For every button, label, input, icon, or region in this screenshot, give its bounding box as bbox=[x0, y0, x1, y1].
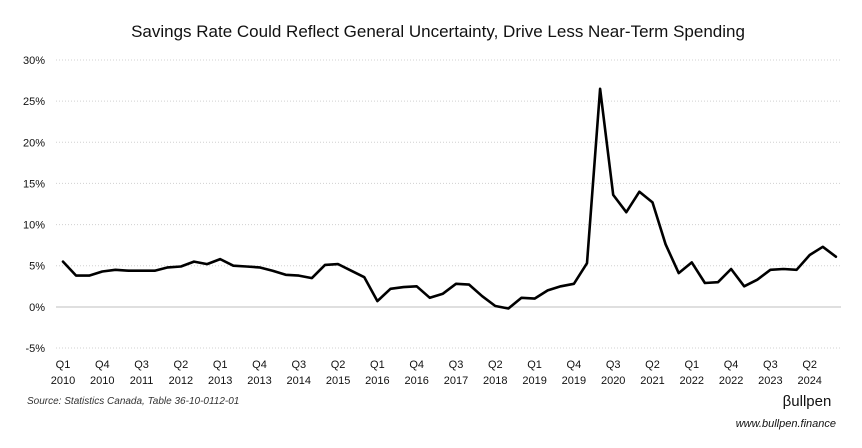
x-tick-year: 2017 bbox=[444, 375, 468, 387]
y-gridlines bbox=[56, 59, 841, 349]
x-tick-year: 2023 bbox=[758, 375, 782, 387]
series-layer bbox=[61, 87, 838, 310]
x-tick-year: 2012 bbox=[169, 375, 193, 387]
y-tick-label: -5% bbox=[25, 343, 45, 355]
x-tick-year: 2010 bbox=[51, 375, 75, 387]
x-tick-quarter: Q1 bbox=[213, 359, 228, 371]
x-tick-year: 2016 bbox=[404, 375, 428, 387]
brand-logo: βullpen bbox=[783, 393, 832, 410]
y-tick-label: 30% bbox=[23, 55, 45, 67]
x-tick-year: 2011 bbox=[130, 375, 154, 387]
x-tick-year: 2022 bbox=[680, 375, 704, 387]
x-tick-quarter: Q2 bbox=[645, 359, 660, 371]
x-tick-year: 2010 bbox=[90, 375, 114, 387]
x-tick-quarter: Q4 bbox=[724, 359, 739, 371]
series-line-savings-rate bbox=[61, 87, 838, 310]
x-tick-quarter: Q3 bbox=[763, 359, 778, 371]
x-tick-quarter: Q3 bbox=[449, 359, 464, 371]
x-tick-quarter: Q2 bbox=[802, 359, 817, 371]
x-tick-year: 2014 bbox=[287, 375, 311, 387]
y-tick-label: 0% bbox=[29, 302, 45, 314]
y-tick-label: 25% bbox=[23, 96, 45, 108]
y-tick-label: 10% bbox=[23, 220, 45, 232]
x-tick-year: 2013 bbox=[208, 375, 232, 387]
website-url: www.bullpen.finance bbox=[736, 418, 836, 430]
x-tick-quarter: Q2 bbox=[174, 359, 189, 371]
x-tick-quarter: Q4 bbox=[409, 359, 424, 371]
y-tick-label: 20% bbox=[23, 137, 45, 149]
x-tick-year: 2020 bbox=[601, 375, 625, 387]
x-tick-year: 2021 bbox=[640, 375, 664, 387]
x-tick-year: 2022 bbox=[719, 375, 743, 387]
x-tick-year: 2024 bbox=[797, 375, 821, 387]
y-tick-label: 15% bbox=[23, 178, 45, 190]
x-tick-quarter: Q3 bbox=[606, 359, 621, 371]
chart-title: Savings Rate Could Reflect General Uncer… bbox=[131, 22, 745, 41]
x-tick-year: 2019 bbox=[522, 375, 546, 387]
x-tick-quarter: Q1 bbox=[684, 359, 699, 371]
x-tick-quarter: Q4 bbox=[567, 359, 582, 371]
x-tick-year: 2018 bbox=[483, 375, 507, 387]
y-axis-tick-labels: 30% 25% 20% 15% 10% 5% 0% -5% bbox=[23, 55, 45, 355]
y-tick-label: 5% bbox=[29, 261, 45, 273]
x-tick-quarter: Q1 bbox=[527, 359, 542, 371]
x-tick-year: 2013 bbox=[247, 375, 271, 387]
source-note: Source: Statistics Canada, Table 36-10-0… bbox=[27, 396, 239, 407]
x-tick-year: 2015 bbox=[326, 375, 350, 387]
x-tick-quarter: Q2 bbox=[488, 359, 503, 371]
x-tick-quarter: Q1 bbox=[370, 359, 385, 371]
x-tick-quarter: Q4 bbox=[95, 359, 110, 371]
x-tick-year: 2019 bbox=[562, 375, 586, 387]
x-tick-quarter: Q2 bbox=[331, 359, 346, 371]
x-tick-quarter: Q1 bbox=[56, 359, 71, 371]
x-tick-quarter: Q4 bbox=[252, 359, 267, 371]
x-tick-year: 2016 bbox=[365, 375, 389, 387]
x-tick-quarter: Q3 bbox=[134, 359, 149, 371]
x-tick-quarter: Q3 bbox=[291, 359, 306, 371]
x-axis-tick-labels: Q1 2010 Q4 2010 Q3 2011 Q2 2012 Q1 2013 Q4 2013 Q3 20… bbox=[51, 359, 822, 387]
